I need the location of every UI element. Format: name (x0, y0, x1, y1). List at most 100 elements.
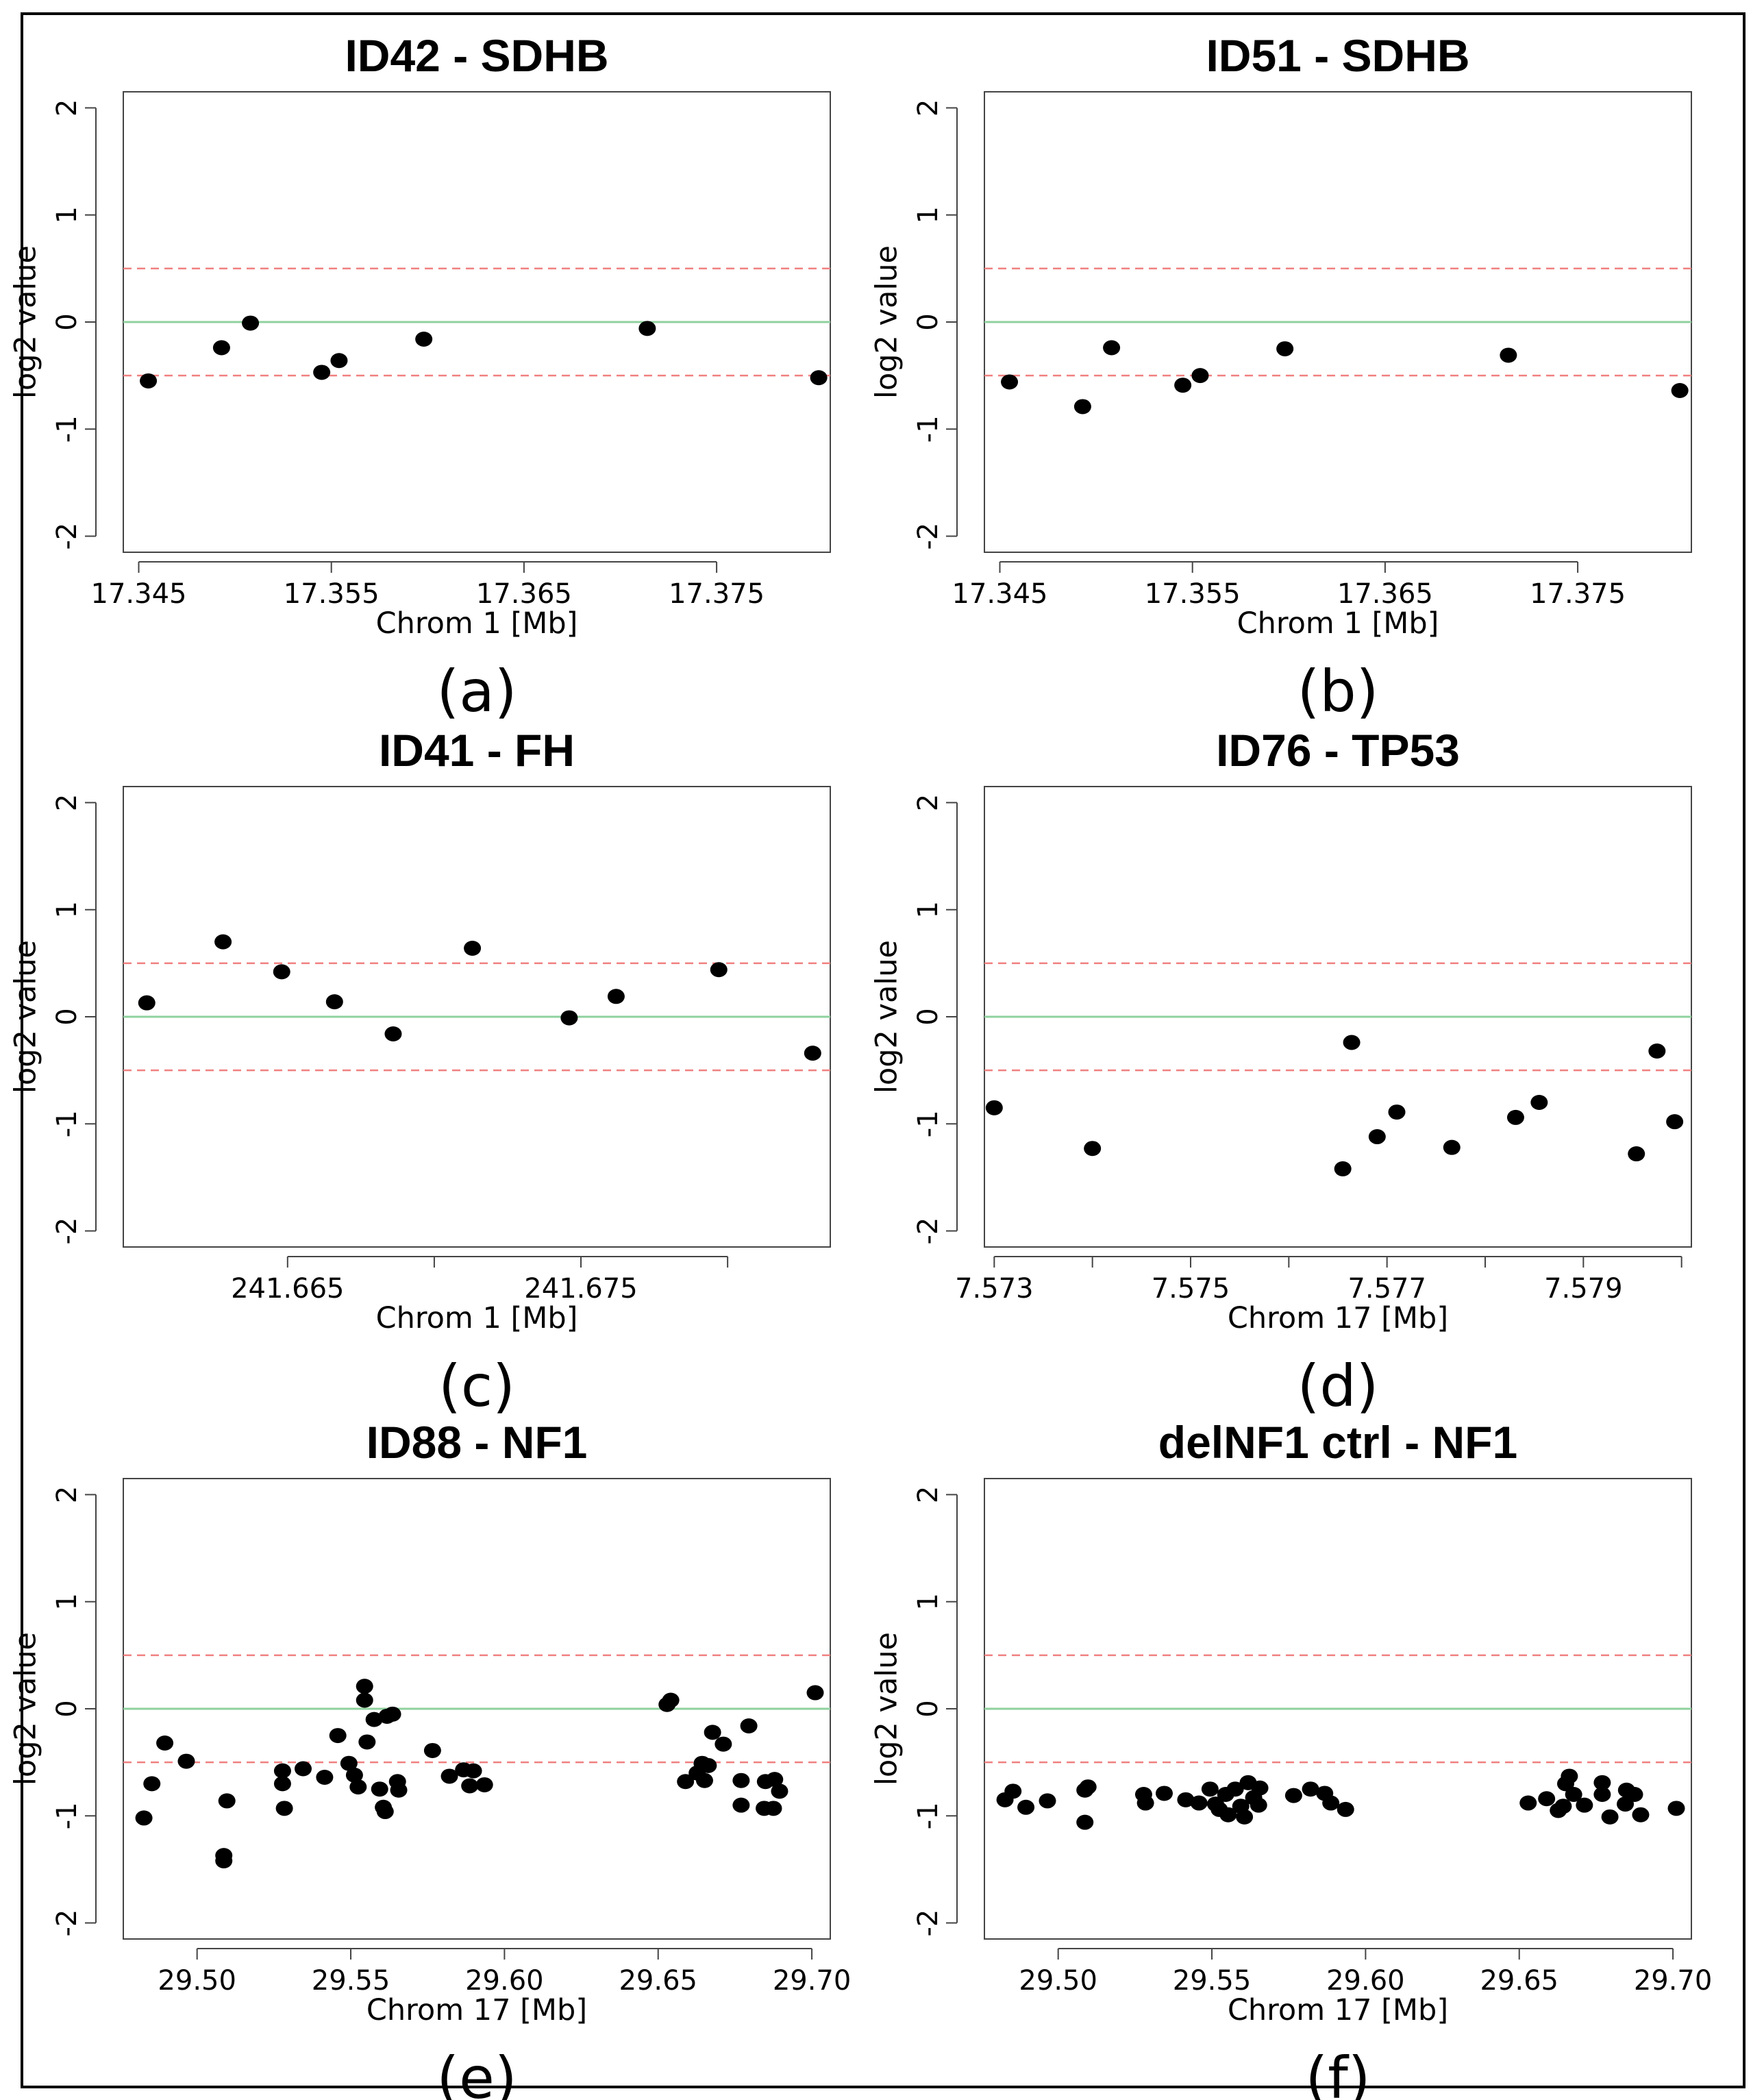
data-point (1219, 1807, 1237, 1823)
data-point (461, 1778, 479, 1794)
data-point (475, 1777, 493, 1792)
figure-frame (21, 12, 1746, 2088)
y-tick-label: -1 (912, 1802, 944, 1829)
x-tick-label: 241.675 (524, 1273, 637, 1305)
data-point (1302, 1781, 1319, 1797)
x-tick-label: 29.50 (1019, 1965, 1097, 1997)
data-point (242, 315, 260, 331)
data-point (638, 321, 656, 336)
data-point (423, 1742, 441, 1758)
data-point (1601, 1809, 1619, 1825)
chart-panel-1: ID42 - SDHB 2 1 0 -1 -2 17.345 17.355 17.365 17.3… (9, 30, 831, 725)
data-point (1671, 383, 1689, 399)
data-point (365, 1712, 383, 1727)
x-tick-label: 17.375 (1530, 578, 1626, 610)
data-point (143, 1776, 161, 1792)
panel-label: (a) (436, 658, 517, 725)
y-tick-label: 0 (51, 1008, 83, 1025)
data-point (376, 1804, 394, 1820)
y-axis-label: log2 value (9, 940, 43, 1094)
data-point (985, 1100, 1003, 1115)
data-point (607, 989, 625, 1004)
y-tick-label: 1 (912, 901, 944, 918)
data-point (384, 1026, 402, 1042)
data-point (135, 1810, 153, 1826)
data-point (138, 995, 156, 1011)
data-point (440, 1768, 458, 1784)
data-point (275, 1801, 293, 1816)
chart-title: ID41 - FH (379, 725, 575, 776)
x-tick-label: 29.50 (158, 1965, 236, 1997)
data-point (340, 1755, 358, 1771)
data-point (356, 1679, 373, 1694)
data-point (1284, 1788, 1302, 1803)
data-point (732, 1797, 750, 1813)
data-point (1226, 1781, 1244, 1797)
data-point (1554, 1799, 1572, 1814)
data-point (1667, 1801, 1685, 1816)
data-point (699, 1757, 717, 1773)
x-tick-label: 7.577 (1347, 1273, 1426, 1305)
data-point (710, 962, 728, 978)
y-tick-label: 1 (51, 1593, 83, 1610)
data-point (1593, 1775, 1611, 1790)
panel-label: (f) (1305, 2045, 1370, 2100)
y-tick-label: -2 (912, 1218, 944, 1245)
data-point (1191, 368, 1209, 384)
data-point (715, 1736, 732, 1752)
chart-title: ID51 - SDHB (1206, 30, 1469, 81)
data-point (1276, 341, 1294, 357)
data-point (1506, 1109, 1524, 1125)
data-point (1561, 1768, 1578, 1784)
data-point (1576, 1797, 1593, 1813)
chart-panel-5: ID88 - NF1 2 1 0 -1 -2 29.50 29.55 29.60 29.65 29.… (9, 1417, 852, 2100)
data-point (806, 1685, 824, 1701)
data-point (766, 1772, 784, 1788)
data-point (1251, 1780, 1269, 1796)
x-tick-label: 17.365 (1337, 578, 1433, 610)
y-tick-label: 0 (51, 313, 83, 330)
data-point (358, 1734, 376, 1750)
data-point (740, 1718, 758, 1734)
panel-label: (b) (1297, 658, 1379, 725)
y-tick-label: 2 (912, 99, 944, 116)
data-point (662, 1692, 680, 1708)
chart-panel-4: ID76 - TP53 2 1 0 -1 -2 7.573 7.575 7.577 7.579 Ch… (870, 725, 1692, 1420)
data-point (1632, 1807, 1650, 1823)
data-point (1236, 1809, 1254, 1825)
data-point (313, 365, 331, 380)
data-point (1177, 1792, 1195, 1807)
data-point (1322, 1795, 1340, 1811)
y-tick-label: 0 (51, 1700, 83, 1717)
data-point (273, 1763, 291, 1779)
data-point (1001, 374, 1019, 390)
data-point (384, 1706, 401, 1722)
x-tick-label: 7.579 (1544, 1273, 1623, 1305)
data-point (1337, 1801, 1354, 1817)
data-point (329, 1728, 347, 1744)
data-point (1017, 1799, 1035, 1815)
data-point (1388, 1104, 1406, 1120)
x-tick-label: 17.345 (952, 578, 1048, 610)
x-tick-label: 29.65 (619, 1965, 697, 1997)
x-tick-label: 29.70 (1634, 1965, 1713, 1997)
data-point (415, 332, 433, 347)
x-axis-label: Chrom 1 [Mb] (376, 606, 578, 641)
data-point (1530, 1095, 1548, 1111)
data-point (677, 1774, 695, 1790)
data-point (765, 1801, 782, 1816)
data-point (1084, 1141, 1102, 1157)
data-point (214, 934, 232, 950)
data-point (156, 1735, 174, 1751)
data-point (1519, 1795, 1537, 1811)
data-point (390, 1782, 408, 1798)
data-point (325, 994, 343, 1010)
data-point (810, 370, 828, 386)
chart-title: ID42 - SDHB (345, 30, 608, 81)
x-tick-label: 29.65 (1480, 1965, 1558, 1997)
data-point (1073, 399, 1091, 415)
data-point (1626, 1787, 1643, 1803)
data-point (330, 353, 348, 369)
